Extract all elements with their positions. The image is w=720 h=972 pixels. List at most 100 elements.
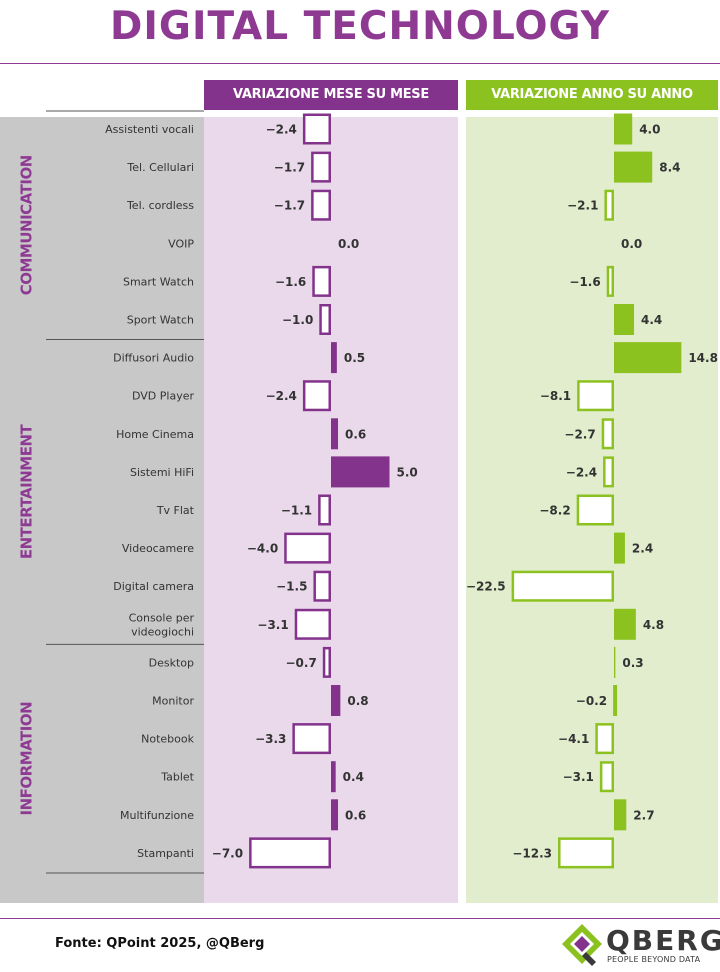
yoy-bar (614, 151, 653, 183)
mom-value-label: −3.3 (255, 732, 286, 746)
mom-bar (294, 608, 332, 640)
yoy-value-label: 14.8 (688, 351, 718, 365)
category-label: Home Cinema (116, 428, 194, 441)
mom-value-label: 0.0 (338, 237, 359, 251)
yoy-value-label: −2.1 (567, 199, 598, 213)
yoy-value-label: −2.4 (566, 465, 597, 479)
mom-value-label: −7.0 (212, 846, 243, 860)
mom-value-label: −0.7 (285, 656, 316, 670)
category-label: DVD Player (132, 390, 194, 403)
footer-divider (0, 918, 720, 919)
mom-value-label: −2.4 (266, 389, 297, 403)
logo-tagline: PEOPLE BEYOND DATA (607, 955, 701, 964)
mom-value-label: −1.7 (274, 199, 305, 213)
yoy-bar (601, 418, 615, 450)
yoy-value-label: −0.2 (576, 694, 607, 708)
yoy-bar (613, 685, 618, 716)
category-label: Tel. Cellulari (126, 161, 194, 174)
yoy-value-label: −22.5 (466, 580, 506, 594)
category-label: Sistemi HiFi (130, 466, 194, 479)
category-label: Stampanti (137, 847, 194, 860)
yoy-bar (558, 837, 614, 869)
yoy-value-label: −3.1 (563, 770, 594, 784)
yoy-bar (511, 570, 614, 602)
yoy-value-label: 0.0 (621, 237, 642, 251)
category-band (0, 117, 204, 903)
mom-value-label: −4.0 (247, 542, 278, 556)
yoy-value-label: −1.6 (569, 275, 600, 289)
mom-bar (311, 151, 331, 183)
mom-value-label: −1.6 (275, 275, 306, 289)
mom-bar (312, 265, 331, 297)
mom-value-label: −3.1 (257, 618, 288, 632)
yoy-value-label: 2.4 (632, 542, 653, 556)
mom-bar (302, 113, 332, 145)
mom-bar (331, 342, 337, 374)
logo-wordmark: QBERG (606, 924, 720, 957)
yoy-value-label: 4.8 (643, 618, 664, 632)
yoy-value-label: 0.3 (622, 656, 643, 670)
yoy-value-label: 4.4 (641, 313, 662, 327)
mom-value-label: 0.4 (343, 770, 364, 784)
logo-mark-icon (562, 924, 602, 966)
mom-value-label: 5.0 (397, 465, 418, 479)
yoy-value-label: 2.7 (633, 808, 654, 822)
mom-value-label: −1.1 (281, 504, 312, 518)
yoy-bar (614, 342, 682, 374)
category-label: Digital camera (113, 580, 194, 593)
yoy-bar (595, 723, 614, 755)
yoy-value-label: −2.7 (564, 427, 595, 441)
mom-bar (331, 418, 339, 450)
yoy-bar (606, 265, 614, 297)
mom-bar (331, 799, 339, 831)
yoy-bar (577, 380, 615, 412)
yoy-bar (599, 761, 615, 793)
category-label: Sport Watch (127, 314, 194, 327)
mom-bar (331, 685, 341, 716)
mom-bar (319, 304, 331, 335)
group-label: ENTERTAINMENT (18, 423, 36, 559)
mom-bar (331, 456, 390, 488)
yoy-value-label: −12.3 (512, 846, 552, 860)
category-label: Tv Flat (156, 504, 195, 517)
mom-bar (284, 532, 332, 564)
qberg-logo: QBERG PEOPLE BEYOND DATA (560, 922, 720, 970)
yoy-bar (614, 646, 616, 678)
mom-value-label: 0.8 (347, 694, 368, 708)
title-divider (0, 63, 720, 64)
mom-bar (313, 570, 332, 602)
mom-bar (302, 380, 332, 412)
mom-value-label: −1.0 (282, 313, 313, 327)
yoy-value-label: −8.1 (540, 389, 571, 403)
category-label: Videocamere (122, 542, 194, 555)
mom-value-label: −1.5 (276, 580, 307, 594)
yoy-value-label: −4.1 (558, 732, 589, 746)
source-note: Fonte: QPoint 2025, @QBerg (55, 936, 265, 951)
category-label: Console per (129, 611, 195, 624)
category-label: Desktop (149, 656, 194, 669)
mom-value-label: −2.4 (266, 123, 297, 137)
category-label: Multifunzione (120, 809, 194, 822)
yoy-bar (614, 799, 627, 831)
page-title: DIGITAL TECHNOLOGY (110, 4, 610, 49)
category-label: Monitor (152, 695, 194, 708)
yoy-bar (604, 189, 615, 221)
category-label: Smart Watch (123, 275, 194, 288)
mom-bar (249, 837, 332, 869)
yoy-bar (603, 456, 615, 488)
mom-value-label: 0.6 (345, 427, 366, 441)
group-label: COMMUNICATION (18, 155, 36, 295)
mom-value-label: 0.6 (345, 808, 366, 822)
yoy-bar (614, 304, 635, 335)
category-label: Notebook (141, 733, 194, 746)
mom-bar (292, 723, 332, 755)
category-label: Tablet (160, 771, 194, 784)
yoy-value-label: −8.2 (539, 504, 570, 518)
category-label: Assistenti vocali (105, 123, 194, 136)
header-year-over-year: VARIAZIONE ANNO SU ANNO (466, 80, 718, 110)
yoy-bar (614, 608, 636, 640)
category-label: VOIP (168, 237, 194, 250)
mom-bar (318, 494, 332, 526)
category-label: videogiochi (131, 625, 194, 638)
header-month-over-month: VARIAZIONE MESE SU MESE (204, 80, 458, 110)
